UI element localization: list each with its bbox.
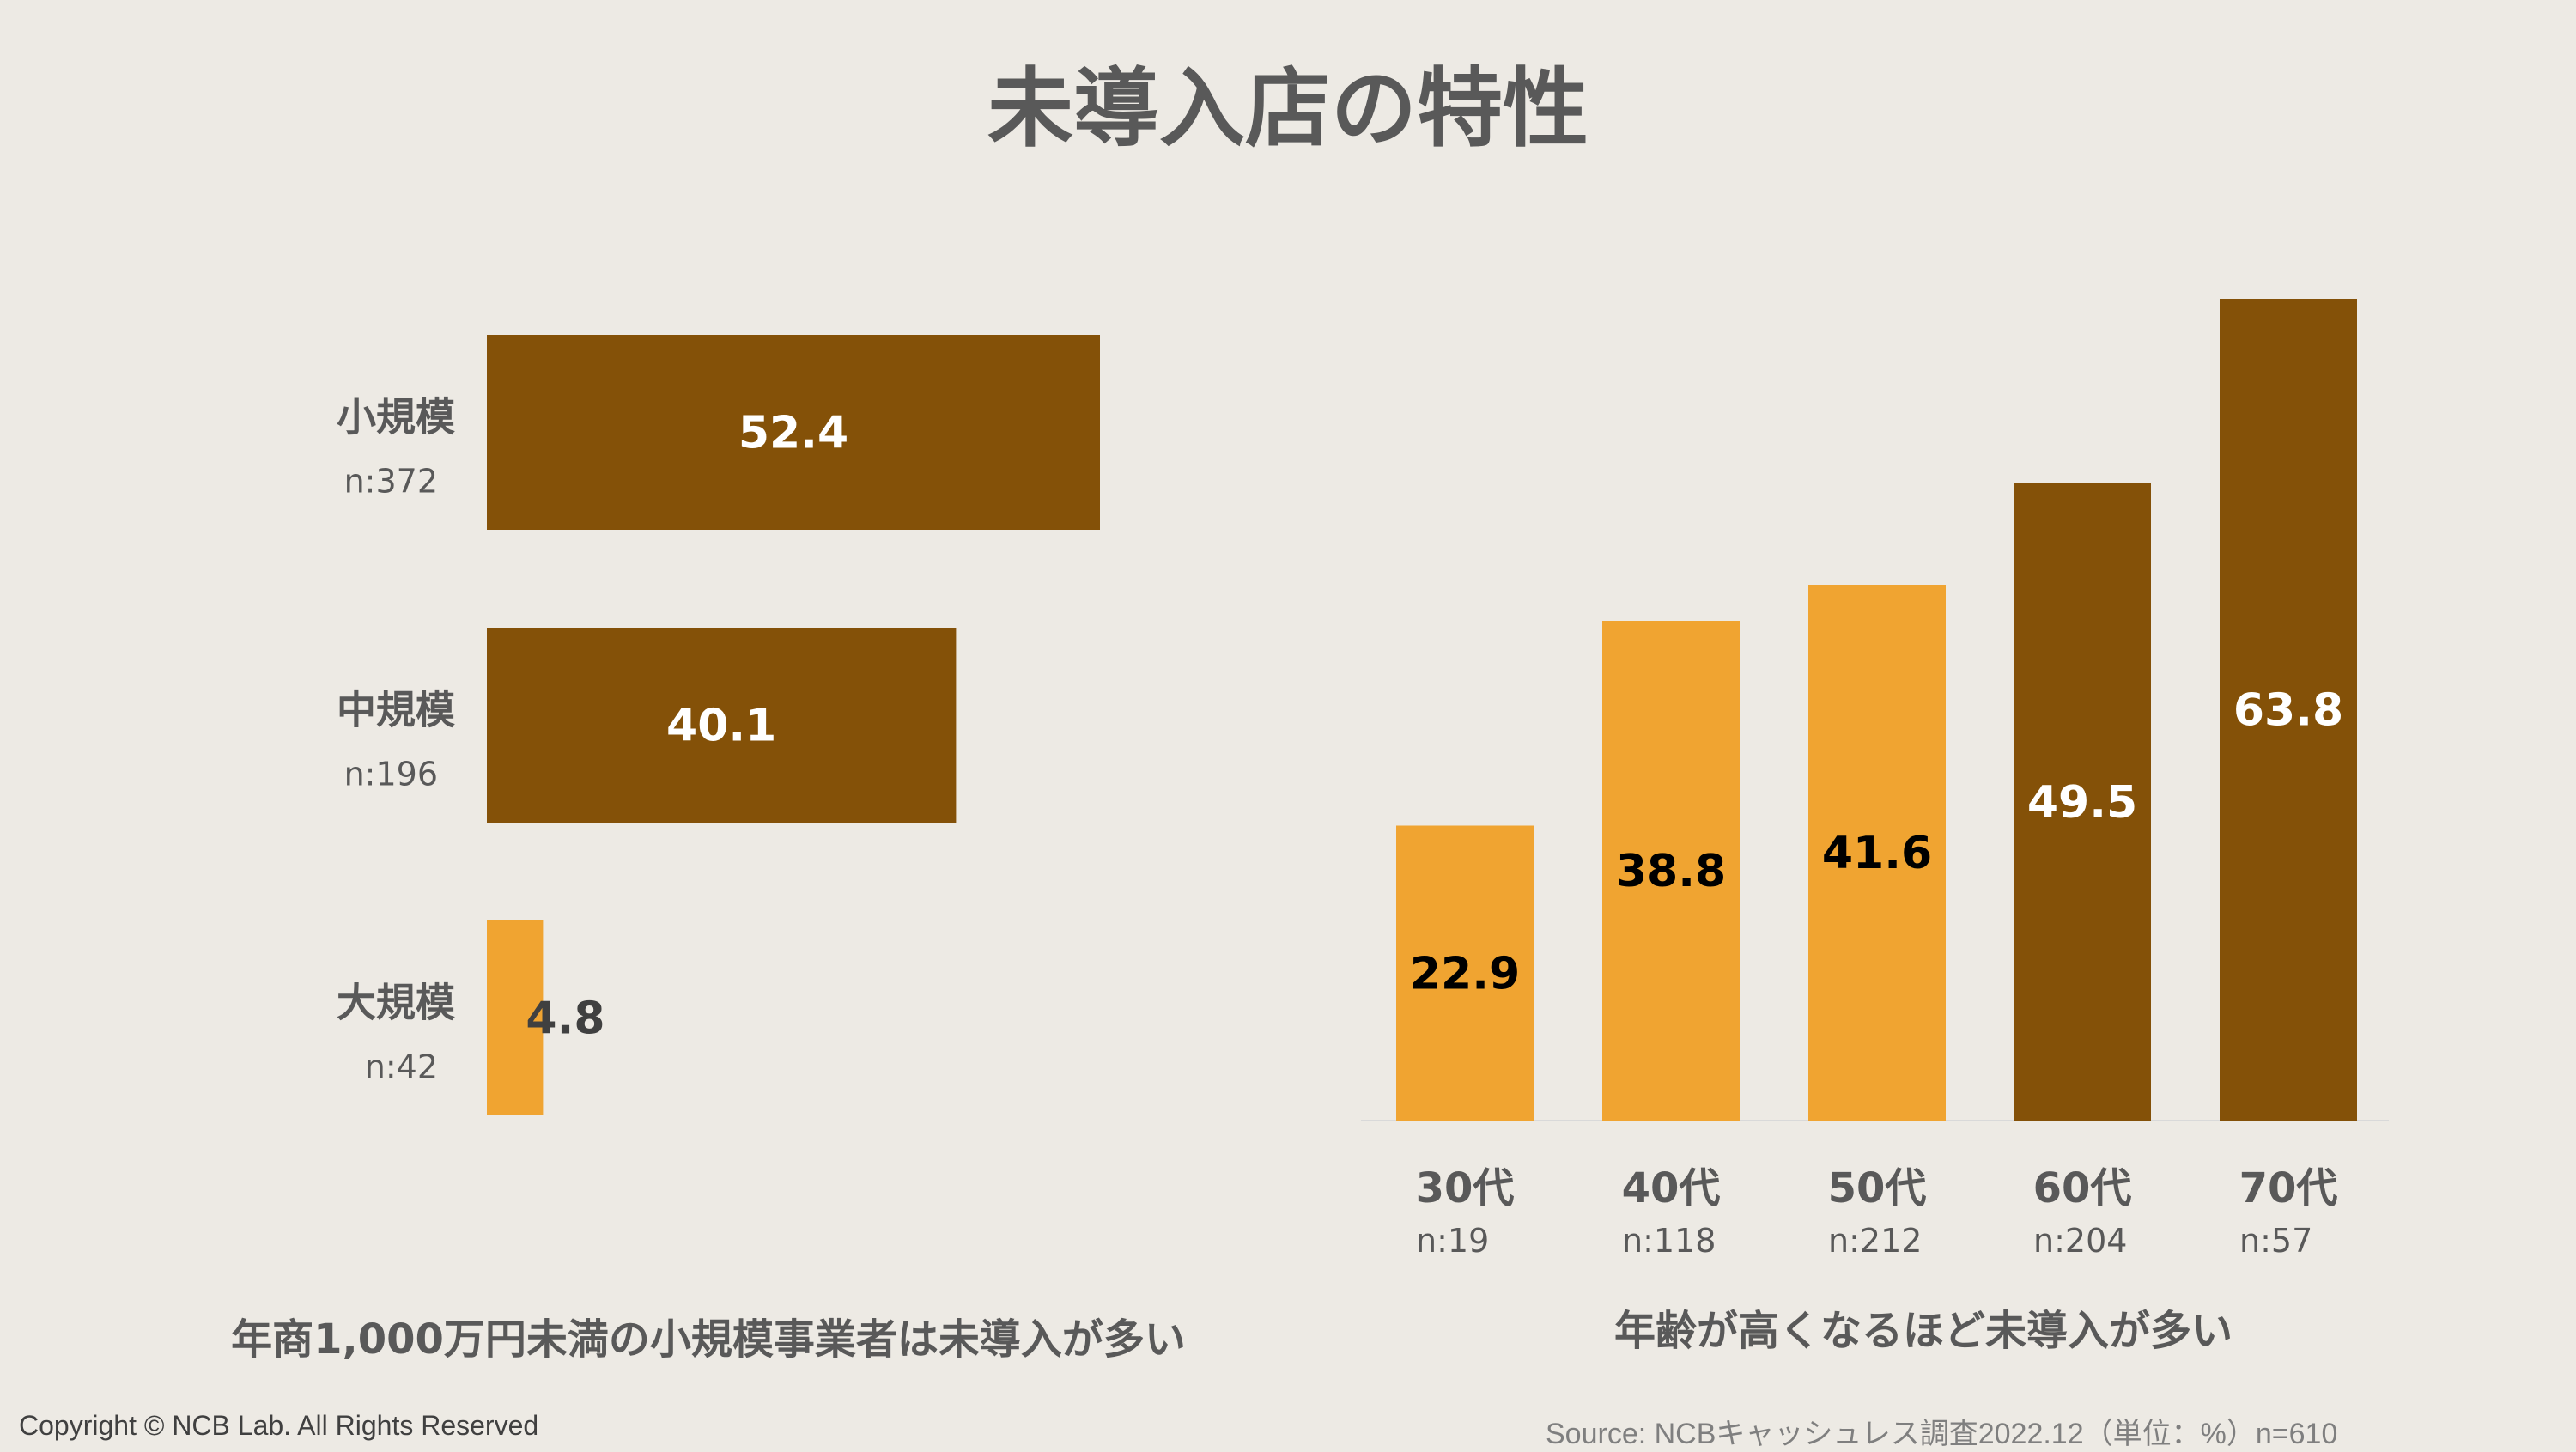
value-label: 52.4 (738, 408, 848, 459)
sample-size-label: n:196 (344, 756, 438, 793)
bar-60代 (2014, 483, 2151, 1121)
value-label: 40.1 (666, 701, 776, 752)
category-label: 70代 (2239, 1164, 2338, 1212)
category-label: 30代 (1416, 1164, 1515, 1212)
category-label: 小規模 (337, 394, 455, 440)
bar-50代 (1808, 585, 1946, 1121)
sample-size-label: n:372 (344, 463, 438, 501)
sample-size-label: n:57 (2239, 1222, 2312, 1260)
category-label: 60代 (2033, 1164, 2132, 1212)
category-label: 50代 (1828, 1164, 1927, 1212)
category-label: 40代 (1622, 1164, 1721, 1212)
page-title: 未導入店の特性 (987, 58, 1589, 159)
age-chart: 22.9 30代 n:19 38.8 40代 n:118 41.6 50代 n:212 49.5 6… (1361, 299, 2389, 1260)
bar-70代 (2220, 299, 2357, 1121)
copyright-text: Copyright © NCB Lab. All Rights Reserved (19, 1410, 539, 1441)
value-label: 41.6 (1822, 828, 1932, 879)
sample-size-label: n:204 (2033, 1222, 2127, 1260)
bar-小規模 (487, 335, 1100, 530)
sample-size-label: n:42 (365, 1048, 438, 1086)
bar-中規模 (487, 628, 957, 823)
source-note: Source: NCBキャッシュレス調査2022.12（単位：%）n=610 (1546, 1418, 2338, 1450)
value-label: 38.8 (1616, 846, 1726, 897)
age-chart-caption: 年齢が高くなるほど未導入が多い (1613, 1307, 2233, 1355)
value-label: 22.9 (1410, 948, 1520, 999)
sample-size-label: n:212 (1828, 1222, 1922, 1260)
category-label: 大規模 (337, 980, 455, 1026)
size-chart-caption: 年商1,000万円未満の小規模事業者は未導入が多い (231, 1315, 1186, 1364)
sample-size-label: n:19 (1416, 1222, 1489, 1260)
bar-30代 (1396, 825, 1534, 1121)
value-label: 49.5 (2027, 777, 2137, 829)
value-label: 63.8 (2233, 685, 2343, 737)
sample-size-label: n:118 (1622, 1222, 1716, 1260)
value-label: 4.8 (526, 993, 605, 1045)
bar-大規模 (487, 920, 544, 1115)
category-label: 中規模 (337, 687, 455, 733)
bar-40代 (1602, 621, 1740, 1121)
size-chart: 52.4 小規模 n:372 40.1 中規模 n:196 4.8 大規模 n:42 (337, 335, 1100, 1115)
